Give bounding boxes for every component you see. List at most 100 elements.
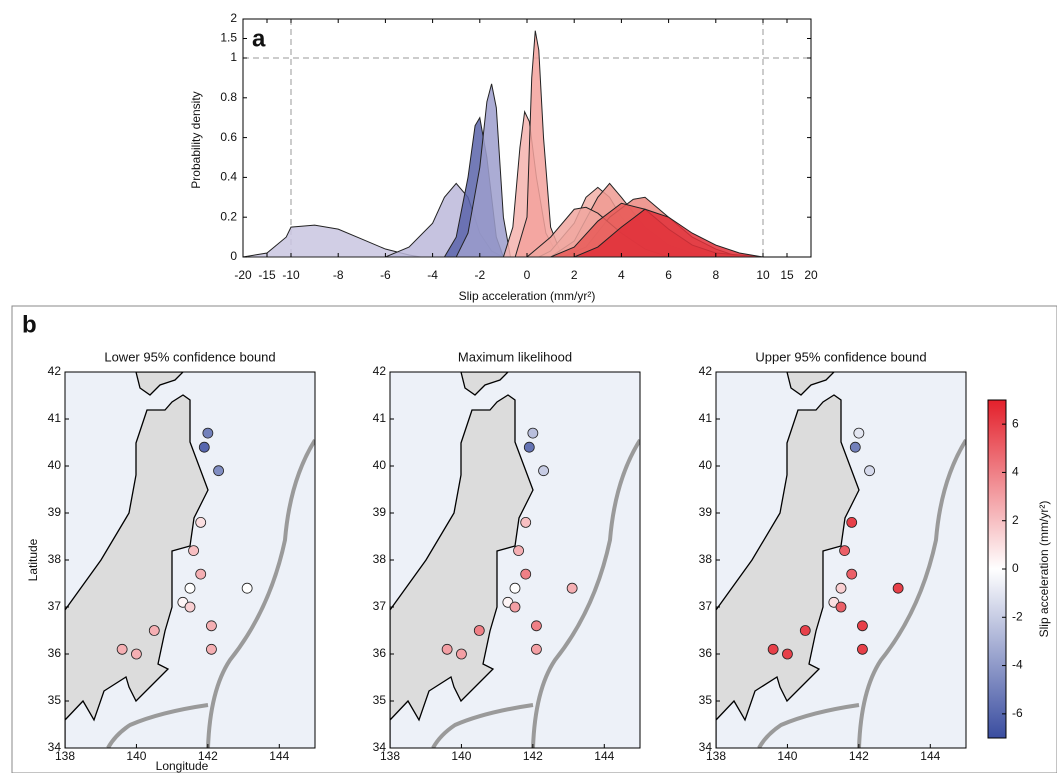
y-axis-label: Probability density: [189, 91, 203, 188]
x-tick-label: -20: [234, 268, 252, 282]
map-2: [390, 372, 640, 748]
y-tick-label: 42: [699, 364, 713, 378]
station: [196, 517, 206, 527]
y-tick-label: 0.8: [220, 90, 237, 104]
x-tick-label: 144: [269, 749, 289, 763]
y-tick-label: 34: [48, 740, 62, 754]
colorbar-tick-label: -2: [1012, 609, 1023, 623]
station: [149, 626, 159, 636]
x-tick-label: 144: [920, 749, 940, 763]
y-tick-label: 0.2: [220, 209, 237, 223]
colorbar-tick-label: 2: [1012, 513, 1019, 527]
x-tick-label: 140: [126, 749, 146, 763]
y-tick-label: 2: [230, 11, 237, 25]
station: [782, 649, 792, 659]
colorbar-label: Slip acceleration (mm/yr²): [1037, 501, 1051, 638]
station: [539, 466, 549, 476]
map-title: Lower 95% confidence bound: [104, 349, 275, 364]
x-tick-label: 20: [804, 268, 818, 282]
x-tick-label: 6: [665, 268, 672, 282]
station: [214, 466, 224, 476]
station: [836, 602, 846, 612]
x-tick-label: 8: [712, 268, 719, 282]
y-tick-label: 37: [373, 599, 387, 613]
y-tick-label: 34: [373, 740, 387, 754]
y-tick-label: 42: [373, 364, 387, 378]
station: [768, 644, 778, 654]
x-tick-label: -10: [282, 268, 300, 282]
map-title: Upper 95% confidence bound: [755, 349, 926, 364]
y-tick-label: 36: [373, 646, 387, 660]
station: [206, 621, 216, 631]
x-tick-label: 140: [451, 749, 471, 763]
y-tick-label: 1.5: [220, 31, 237, 45]
y-tick-label: 36: [48, 646, 62, 660]
y-tick-label: 39: [373, 505, 387, 519]
station: [524, 442, 534, 452]
x-tick-label: 0: [524, 268, 531, 282]
x-tick-label: 2: [571, 268, 578, 282]
colorbar-tick-label: 6: [1012, 416, 1019, 430]
station: [800, 626, 810, 636]
station: [531, 621, 541, 631]
y-tick-label: 34: [699, 740, 713, 754]
y-axis-label: Latitude: [26, 538, 40, 581]
station: [117, 644, 127, 654]
y-tick-label: 38: [699, 552, 713, 566]
station: [199, 442, 209, 452]
y-tick-label: 39: [699, 505, 713, 519]
y-tick-label: 0: [230, 249, 237, 263]
station: [567, 583, 577, 593]
station: [514, 546, 524, 556]
station: [854, 428, 864, 438]
y-tick-label: 0.4: [220, 170, 237, 184]
station: [840, 546, 850, 556]
map-1: [65, 372, 315, 748]
y-tick-label: 39: [48, 505, 62, 519]
colorbar-tick-label: 4: [1012, 465, 1019, 479]
map-title: Maximum likelihood: [458, 349, 572, 364]
station: [850, 442, 860, 452]
station: [893, 583, 903, 593]
y-tick-label: 35: [699, 693, 713, 707]
x-tick-label: 142: [523, 749, 543, 763]
station: [203, 428, 213, 438]
station: [185, 583, 195, 593]
station: [847, 569, 857, 579]
x-tick-label: 144: [594, 749, 614, 763]
colorbar-tick-label: -6: [1012, 706, 1023, 720]
colorbar-tick-label: 0: [1012, 561, 1019, 575]
station: [206, 644, 216, 654]
station: [857, 644, 867, 654]
x-tick-label: 15: [780, 268, 794, 282]
panel-label: b: [22, 311, 37, 338]
station: [185, 602, 195, 612]
y-tick-label: 40: [48, 458, 62, 472]
y-tick-label: 36: [699, 646, 713, 660]
station: [474, 626, 484, 636]
station: [857, 621, 867, 631]
x-tick-label: 140: [777, 749, 797, 763]
y-tick-label: 0.6: [220, 130, 237, 144]
x-tick-label: -4: [427, 268, 438, 282]
y-tick-label: 37: [699, 599, 713, 613]
station: [442, 644, 452, 654]
station: [528, 428, 538, 438]
x-tick-label: -2: [474, 268, 485, 282]
x-tick-label: 4: [618, 268, 625, 282]
station: [521, 517, 531, 527]
y-tick-label: 35: [373, 693, 387, 707]
y-tick-label: 41: [699, 411, 713, 425]
station: [865, 466, 875, 476]
x-tick-label: 142: [849, 749, 869, 763]
x-tick-label: -8: [333, 268, 344, 282]
y-tick-label: 1: [230, 50, 237, 64]
y-tick-label: 41: [373, 411, 387, 425]
station: [510, 583, 520, 593]
station: [510, 602, 520, 612]
station: [836, 583, 846, 593]
y-tick-label: 38: [373, 552, 387, 566]
colorbar-tick-label: -4: [1012, 658, 1023, 672]
x-tick-label: 142: [198, 749, 218, 763]
x-axis-label: Slip acceleration (mm/yr²): [459, 289, 596, 303]
